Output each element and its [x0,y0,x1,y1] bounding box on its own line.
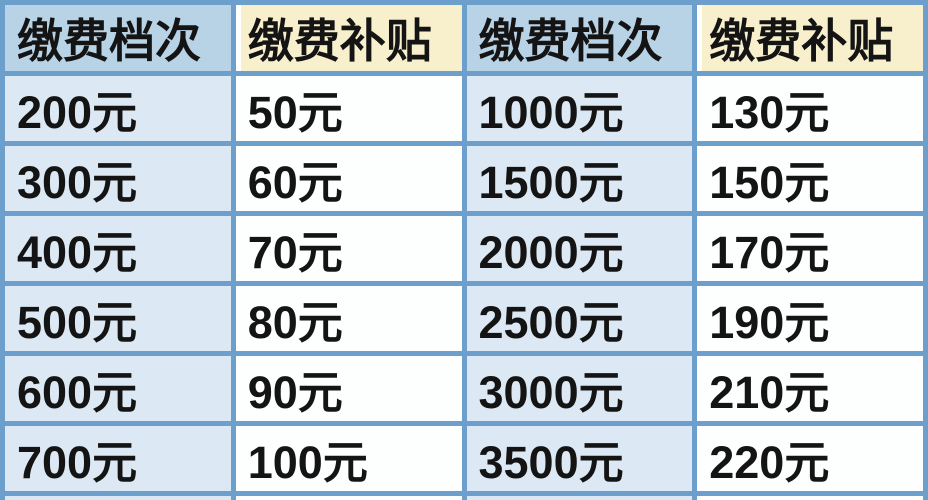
cell-tier-left: 800元 [0,491,236,500]
table-row: 700元 100元 3500元 220元 [0,421,928,496]
table-row: 500元 80元 2500元 190元 [0,281,928,356]
cell-subsidy-right: 210元 [692,351,928,426]
cell-tier-right: 2000元 [461,211,698,286]
cell-subsidy-left: 70元 [230,211,467,286]
table-row: 200元 50元 1000元 130元 [0,71,928,146]
cell-tier-left: 700元 [0,421,236,496]
cell-subsidy-right: 150元 [692,141,928,216]
cell-tier-right: 4000元 [461,491,698,500]
cell-tier-left: 600元 [0,351,236,426]
cell-tier-left: 500元 [0,281,236,356]
table-row: 800元 110元 4000元 230元 [0,491,928,500]
table-row: 300元 60元 1500元 150元 [0,141,928,216]
table-header: 缴费档次 缴费补贴 缴费档次 缴费补贴 [0,0,928,76]
cell-tier-right: 3000元 [461,351,698,426]
cell-tier-left: 400元 [0,211,236,286]
table-row: 600元 90元 3000元 210元 [0,351,928,426]
header-subsidy-right: 缴费补贴 [692,0,928,76]
header-tier-left: 缴费档次 [0,0,236,76]
cell-subsidy-right: 130元 [692,71,928,146]
header-row: 缴费档次 缴费补贴 缴费档次 缴费补贴 [0,0,928,76]
cell-subsidy-left: 80元 [230,281,467,356]
header-subsidy-left: 缴费补贴 [230,0,467,76]
cell-subsidy-left: 110元 [230,491,467,500]
cell-subsidy-left: 50元 [230,71,467,146]
table-row: 400元 70元 2000元 170元 [0,211,928,286]
cell-tier-left: 300元 [0,141,236,216]
cell-subsidy-left: 100元 [230,421,467,496]
cell-subsidy-left: 90元 [230,351,467,426]
cell-subsidy-right: 190元 [692,281,928,356]
cell-tier-right: 1500元 [461,141,698,216]
cell-subsidy-right: 220元 [692,421,928,496]
cell-tier-right: 2500元 [461,281,698,356]
header-tier-right: 缴费档次 [461,0,698,76]
cell-subsidy-left: 60元 [230,141,467,216]
cell-subsidy-right: 230元 [692,491,928,500]
cell-tier-left: 200元 [0,71,236,146]
cell-tier-right: 3500元 [461,421,698,496]
table-body: 200元 50元 1000元 130元 300元 60元 1500元 150元 … [0,71,928,500]
cell-tier-right: 1000元 [461,71,698,146]
cell-subsidy-right: 170元 [692,211,928,286]
